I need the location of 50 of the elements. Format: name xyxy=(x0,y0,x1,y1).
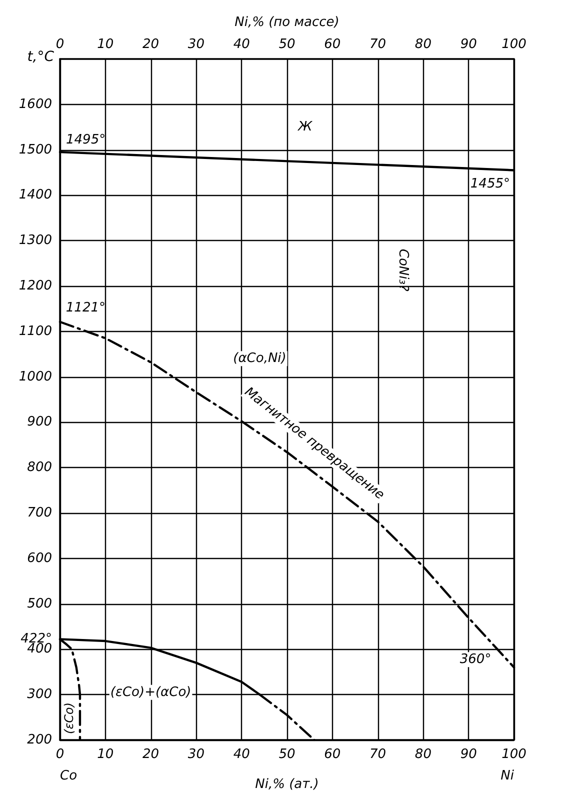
x-tick-label: 30 xyxy=(188,747,204,762)
x2-tick-label: 100 xyxy=(502,37,526,52)
y-tick-label: 1400 xyxy=(18,188,52,203)
annotation: Ж xyxy=(297,120,314,135)
x-tick-label: 70 xyxy=(370,747,386,762)
y-tick-label: 300 xyxy=(27,687,52,702)
x2-tick-label: 70 xyxy=(370,37,386,52)
x-tick-label: 90 xyxy=(460,747,477,762)
y-tick-label: 1000 xyxy=(18,369,52,384)
y-tick-label: 1600 xyxy=(18,96,52,112)
annotation: 1495° xyxy=(66,132,106,148)
x2-tick-label: 90 xyxy=(460,37,477,52)
y-tick-label: 1300 xyxy=(18,233,52,248)
text: Ni xyxy=(500,768,514,784)
x-tick-label: 20 xyxy=(142,747,160,762)
annotation: (αCo,Ni) xyxy=(233,351,286,366)
x-tick-label: 60 xyxy=(324,747,341,762)
y-tick-label: 1200 xyxy=(18,278,52,294)
y-tick-label: 800 xyxy=(27,460,52,476)
x2-tick-label: 40 xyxy=(233,37,250,52)
y-tick-label: 500 xyxy=(27,596,52,612)
x-tick-label: 100 xyxy=(502,747,526,762)
annotation: (εCo)+(αCo) xyxy=(110,684,192,700)
text: Co xyxy=(60,768,78,784)
y-axis-title: t,°C xyxy=(27,49,54,65)
x2-tick-label: 10 xyxy=(97,37,114,52)
y-tick-label: 1500 xyxy=(18,142,52,158)
y-tick-label: 200 xyxy=(27,732,52,748)
annotation: 1455° xyxy=(470,176,510,192)
x2-tick-label: 20 xyxy=(142,37,160,52)
y-tick-label: 600 xyxy=(27,550,52,566)
x-tick-label: 80 xyxy=(414,747,432,762)
x-axis-title: Ni,% (ат.) xyxy=(255,777,319,792)
x2-tick-label: 60 xyxy=(324,37,341,52)
x2-tick-label: 80 xyxy=(414,37,432,52)
y-tick-label: 900 xyxy=(27,414,52,430)
x2-tick-label: 30 xyxy=(188,37,204,52)
x-tick-label: 0 xyxy=(56,747,64,762)
x-tick-label: 50 xyxy=(278,747,296,762)
y-tick-label: 700 xyxy=(27,506,52,520)
x2-tick-label: 50 xyxy=(278,37,296,52)
x-tick-label: 40 xyxy=(233,747,250,762)
annotation: 1121° xyxy=(66,300,106,316)
annotation: (εCo) xyxy=(62,702,76,734)
x2-axis-title: Ni,% (по массе) xyxy=(234,15,340,30)
x2-tick-label: 0 xyxy=(56,37,64,52)
annotation: 360° xyxy=(460,652,492,668)
annotation: CoNi₃? xyxy=(395,248,410,292)
x-tick-label: 10 xyxy=(97,747,114,762)
y-tick-label: 1100 xyxy=(18,324,52,339)
